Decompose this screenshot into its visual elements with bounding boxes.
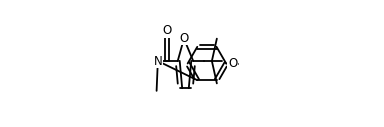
Text: O: O — [179, 31, 189, 45]
Text: N: N — [154, 54, 162, 68]
Text: O: O — [228, 57, 237, 70]
Text: O: O — [162, 24, 172, 37]
